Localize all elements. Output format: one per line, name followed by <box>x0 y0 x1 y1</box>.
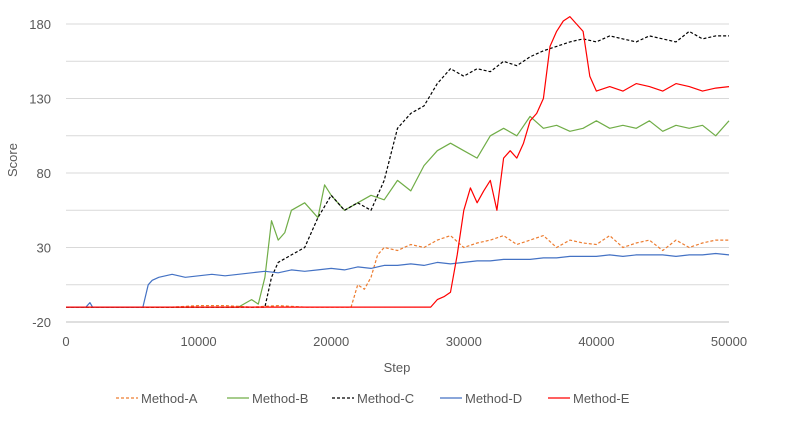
series-line-method-e <box>66 16 730 308</box>
series-group <box>66 16 730 308</box>
legend-label-method-a: Method-A <box>141 391 198 406</box>
x-tick-label: 40000 <box>578 334 614 349</box>
y-tick-labels: -20 30 80 130 180 <box>29 17 51 330</box>
x-tick-label: 0 <box>62 334 69 349</box>
legend-label-method-e: Method-E <box>573 391 630 406</box>
x-tick-label: 50000 <box>711 334 747 349</box>
y-axis-label: Score <box>5 143 20 177</box>
legend-label-method-d: Method-D <box>465 391 522 406</box>
y-tick-label: 180 <box>29 17 51 32</box>
y-tick-label: 30 <box>37 241 51 256</box>
legend: Method-A Method-B Method-C Method-D Method-E <box>116 391 630 406</box>
series-line-method-a <box>66 235 729 308</box>
series-line-method-b <box>66 115 730 308</box>
x-axis-label: Step <box>384 360 411 375</box>
legend-label-method-c: Method-C <box>357 391 414 406</box>
y-tick-label: 130 <box>29 92 51 107</box>
x-tick-label: 30000 <box>446 334 482 349</box>
legend-label-method-b: Method-B <box>252 391 308 406</box>
y-tick-label: -20 <box>32 315 51 330</box>
x-tick-label: 10000 <box>181 334 217 349</box>
series-line-method-d <box>66 252 730 308</box>
gridlines <box>66 23 729 323</box>
series-line-method-c <box>66 30 729 308</box>
x-tick-label: 20000 <box>313 334 349 349</box>
y-tick-label: 80 <box>37 166 51 181</box>
x-tick-labels: 0 10000 20000 30000 40000 50000 <box>62 334 747 349</box>
